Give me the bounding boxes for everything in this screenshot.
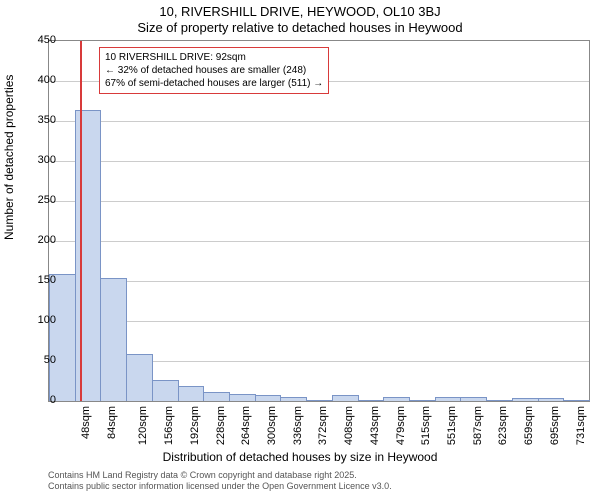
x-tick: 228sqm — [215, 406, 227, 445]
histogram-bar — [358, 400, 385, 401]
y-tick: 450 — [26, 34, 56, 46]
gridline — [49, 161, 589, 162]
footnote: Contains HM Land Registry data © Crown c… — [48, 470, 392, 492]
footnote-line2: Contains public sector information licen… — [48, 481, 392, 491]
x-tick: 156sqm — [163, 406, 175, 445]
x-tick: 479sqm — [395, 406, 407, 445]
histogram-bar — [306, 400, 333, 401]
y-tick: 400 — [26, 74, 56, 86]
gridline — [49, 321, 589, 322]
histogram-bar — [178, 386, 205, 401]
plot-area: 10 RIVERSHILL DRIVE: 92sqm ← 32% of detac… — [48, 40, 590, 402]
x-tick: 48sqm — [80, 406, 92, 439]
x-tick: 264sqm — [240, 406, 252, 445]
x-tick: 300sqm — [266, 406, 278, 445]
x-tick: 84sqm — [106, 406, 118, 439]
y-tick: 50 — [26, 354, 56, 366]
histogram-bar — [538, 398, 565, 401]
x-tick: 120sqm — [138, 406, 150, 445]
x-tick: 443sqm — [369, 406, 381, 445]
title-address: 10, RIVERSHILL DRIVE, HEYWOOD, OL10 3BJ — [0, 4, 600, 19]
x-tick: 192sqm — [189, 406, 201, 445]
histogram-bar — [75, 110, 102, 401]
y-axis-label: Number of detached properties — [2, 75, 16, 240]
x-tick: 695sqm — [549, 406, 561, 445]
y-tick: 0 — [26, 394, 56, 406]
y-tick: 200 — [26, 234, 56, 246]
chart-container: 10, RIVERSHILL DRIVE, HEYWOOD, OL10 3BJ … — [0, 0, 600, 500]
y-tick: 150 — [26, 274, 56, 286]
x-tick: 372sqm — [318, 406, 330, 445]
annotation-box: 10 RIVERSHILL DRIVE: 92sqm ← 32% of detac… — [99, 47, 329, 94]
histogram-bar — [203, 392, 230, 401]
gridline — [49, 201, 589, 202]
x-tick: 731sqm — [575, 406, 587, 445]
histogram-bar — [49, 274, 76, 401]
anno-line1: 10 RIVERSHILL DRIVE: 92sqm — [105, 52, 246, 63]
histogram-bar — [280, 397, 307, 401]
gridline — [49, 281, 589, 282]
x-tick: 623sqm — [498, 406, 510, 445]
histogram-bar — [460, 397, 487, 401]
histogram-bar — [486, 400, 513, 401]
x-tick: 659sqm — [523, 406, 535, 445]
histogram-bar — [563, 400, 590, 401]
x-tick: 587sqm — [472, 406, 484, 445]
gridline — [49, 241, 589, 242]
histogram-bar — [409, 400, 436, 401]
x-tick: 408sqm — [343, 406, 355, 445]
x-tick: 336sqm — [292, 406, 304, 445]
histogram-bar — [229, 394, 256, 401]
histogram-bar — [512, 398, 539, 401]
histogram-bar — [435, 397, 462, 401]
histogram-bar — [126, 354, 153, 401]
histogram-bar — [152, 380, 179, 401]
histogram-bar — [100, 278, 127, 401]
histogram-bar — [255, 395, 282, 401]
x-tick: 551sqm — [446, 406, 458, 445]
property-marker-line — [80, 41, 82, 401]
histogram-bar — [383, 397, 410, 401]
histogram-bar — [332, 395, 359, 401]
y-tick: 250 — [26, 194, 56, 206]
gridline — [49, 121, 589, 122]
title-subtitle: Size of property relative to detached ho… — [0, 20, 600, 35]
y-tick: 100 — [26, 314, 56, 326]
footnote-line1: Contains HM Land Registry data © Crown c… — [48, 470, 357, 480]
anno-line2: ← 32% of detached houses are smaller (24… — [105, 65, 306, 76]
y-tick: 300 — [26, 154, 56, 166]
x-axis-label: Distribution of detached houses by size … — [0, 450, 600, 464]
anno-line3: 67% of semi-detached houses are larger (… — [105, 78, 323, 89]
y-tick: 350 — [26, 114, 56, 126]
x-tick: 515sqm — [420, 406, 432, 445]
